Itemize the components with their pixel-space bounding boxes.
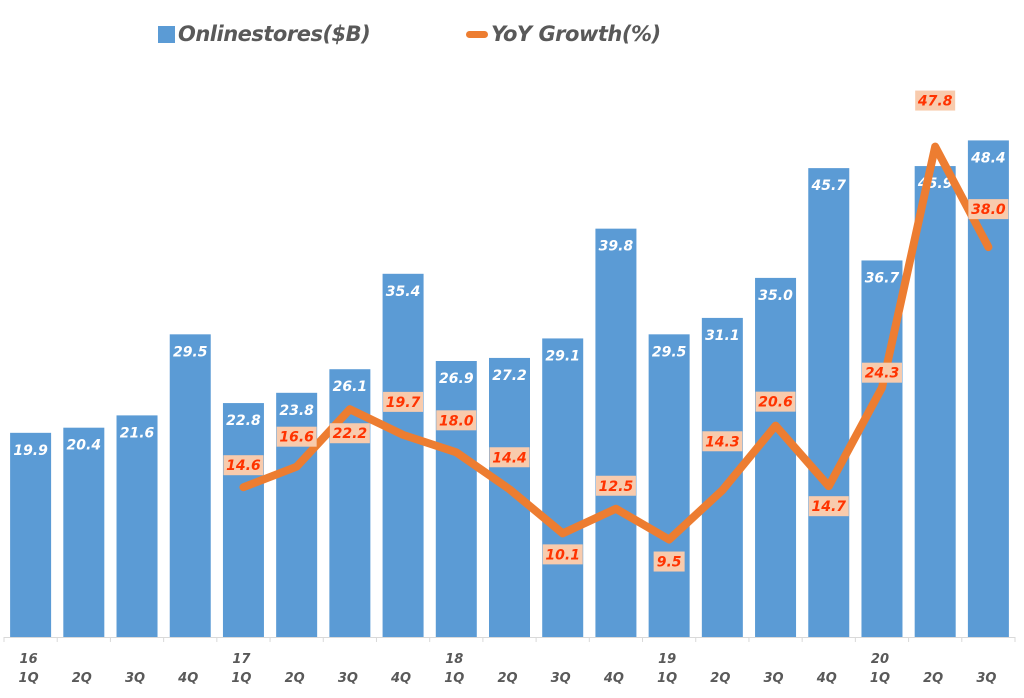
x-tick-label-1: 2Q: [72, 671, 92, 686]
growth-label-16: 24.3: [865, 366, 900, 382]
x-tick-label-17: 2Q: [923, 671, 943, 686]
growth-label-6: 22.2: [333, 426, 368, 442]
x-tick-label-11: 4Q: [603, 671, 624, 686]
growth-label-18: 38.0: [971, 202, 1006, 218]
growth-label-box-5: [276, 426, 317, 447]
x-axis: 1Q 16 2Q 3Q 4Q 1Q 17 2Q 3Q 4Q 1Q 18 2Q 3Q 4Q 1Q 19 2Q 3Q 4Q…: [3, 637, 1016, 686]
x-tick-label-18: 3Q: [976, 671, 996, 686]
growth-label-box-10: [542, 544, 583, 565]
bar-15: [808, 168, 850, 638]
x-year-label-16: 20: [871, 652, 889, 667]
growth-label-5: 16.6: [279, 430, 314, 446]
growth-label-11: 12.5: [599, 479, 634, 495]
x-tick-label-3: 4Q: [177, 671, 198, 686]
growth-label-box-18: [968, 199, 1009, 220]
bar-label-4: 22.8: [226, 413, 261, 429]
x-year-label-8: 18: [445, 652, 463, 667]
bar-4: [222, 403, 264, 637]
growth-label-box-13: [702, 431, 743, 452]
bar-7: [382, 273, 424, 637]
growth-label-box-16: [861, 362, 902, 383]
growth-label-box-12: [653, 551, 685, 572]
legend-swatch-bar: [158, 25, 175, 43]
growth-label-12: 9.5: [657, 555, 682, 571]
legend-label-yoy-growth: YoY Growth(%): [491, 22, 661, 46]
x-tick-label-15: 4Q: [816, 671, 837, 686]
x-year-label-12: 19: [658, 652, 676, 667]
growth-label-10: 10.1: [545, 547, 580, 563]
x-tick-label-16: 1Q: [870, 671, 890, 686]
bar-label-13: 31.1: [705, 328, 740, 344]
bar-label-0: 19.9: [13, 443, 48, 459]
growth-label-13: 14.3: [705, 434, 740, 450]
line-data-labels: 14.6 16.6 22.2 19.7 18.0 14.4 10.1 12.5 9.5 14.3 2…: [223, 90, 1009, 572]
x-tick-label-6: 3Q: [338, 671, 358, 686]
legend-swatch-line: [466, 30, 488, 38]
x-tick-label-4: 1Q: [231, 671, 251, 686]
bar-11: [595, 228, 637, 638]
bar-label-18: 48.4: [970, 150, 1006, 166]
x-tick-label-13: 2Q: [710, 671, 730, 686]
growth-label-box-9: [489, 447, 530, 468]
x-tick-label-5: 2Q: [285, 671, 305, 686]
bar-data-labels: 19.9 20.4 21.6 29.5 22.8 23.8 26.1 35.4 26.9 27.2…: [13, 150, 1005, 458]
growth-label-box-8: [436, 410, 477, 431]
growth-label-9: 14.4: [492, 450, 527, 466]
legend-item-yoy-growth: YoY Growth(%): [466, 22, 661, 46]
bar-label-1: 20.4: [67, 438, 102, 454]
bar-label-6: 26.1: [333, 379, 368, 395]
bar-label-3: 29.5: [173, 344, 208, 360]
line-series: [239, 142, 993, 544]
growth-label-17: 47.8: [917, 94, 953, 110]
bar-3: [169, 334, 211, 637]
bar-label-2: 21.6: [120, 425, 155, 441]
growth-label-box-11: [595, 475, 636, 496]
growth-label-box-7: [383, 391, 424, 412]
x-tick-label-14: 3Q: [763, 671, 783, 686]
x-year-label-0: 16: [20, 652, 38, 667]
bar-8: [435, 361, 477, 637]
bar-12: [648, 334, 690, 637]
x-tick-label-8: 1Q: [444, 671, 464, 686]
bar-label-12: 29.5: [652, 344, 687, 360]
bar-label-8: 26.9: [439, 371, 474, 387]
growth-label-8: 18.0: [439, 413, 474, 429]
bar-14: [755, 277, 797, 637]
bar-0: [10, 432, 52, 637]
growth-label-box-15: [808, 496, 849, 517]
bar-label-9: 27.2: [492, 368, 527, 384]
bar-label-5: 23.8: [279, 403, 314, 419]
legend-item-onlinestores: Onlinestores($B): [158, 22, 371, 46]
growth-label-4: 14.6: [226, 458, 261, 474]
x-tick-label-0: 1Q: [19, 671, 39, 686]
growth-label-box-4: [223, 455, 264, 476]
x-tick-label-10: 3Q: [551, 671, 571, 686]
bar-1: [63, 427, 105, 637]
bar-label-7: 35.4: [386, 284, 421, 300]
chart-legend: Onlinestores($B) YoY Growth(%): [0, 22, 1024, 58]
x-tick-label-7: 4Q: [390, 671, 411, 686]
bar-label-11: 39.8: [599, 239, 634, 255]
bar-label-16: 36.7: [865, 270, 900, 286]
growth-label-box-17: [915, 90, 956, 111]
growth-label-7: 19.7: [386, 395, 421, 411]
growth-label-box-14: [755, 391, 796, 412]
bar-10: [542, 338, 584, 637]
growth-label-15: 14.7: [811, 499, 846, 515]
x-tick-label-2: 3Q: [125, 671, 145, 686]
growth-label-box-6: [329, 423, 370, 444]
x-tick-label-12: 1Q: [657, 671, 677, 686]
bar-series: [10, 140, 1009, 638]
bar-label-15: 45.7: [810, 178, 846, 194]
bar-17: [914, 166, 956, 638]
growth-label-14: 20.6: [758, 395, 793, 411]
bar-2: [116, 415, 158, 637]
bar-label-10: 29.1: [545, 348, 580, 364]
legend-label-onlinestores: Onlinestores($B): [178, 22, 371, 46]
bar-label-14: 35.0: [758, 288, 793, 304]
x-year-label-4: 17: [232, 652, 251, 667]
x-tick-label-9: 2Q: [497, 671, 517, 686]
